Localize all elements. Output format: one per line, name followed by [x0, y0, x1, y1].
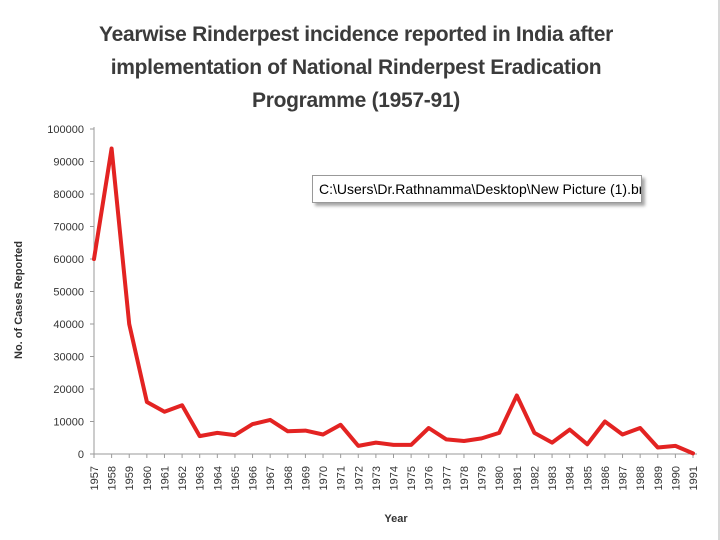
x-tick-label: 1961 — [159, 466, 171, 490]
y-tick-label: 30000 — [53, 352, 84, 364]
title-line-3: Programme (1957-91) — [252, 89, 460, 112]
x-tick-label: 1985 — [582, 466, 594, 490]
x-tick-label: 1982 — [529, 466, 541, 490]
y-tick-label: 80000 — [53, 189, 84, 201]
x-tick-label: 1958 — [107, 466, 119, 490]
x-tick-label: 1981 — [512, 466, 524, 490]
x-tick-label: 1962 — [177, 466, 189, 490]
y-tick-label: 70000 — [53, 222, 84, 234]
x-tick-label: 1974 — [389, 466, 401, 490]
line-chart: 0 10000 20000 30000 40000 50000 60000 70000 8000… — [13, 124, 700, 525]
x-tick-label: 1984 — [565, 466, 577, 490]
y-tick-label: 90000 — [53, 157, 84, 169]
x-tick-label: 1988 — [635, 466, 647, 490]
x-tick-label: 1987 — [618, 466, 630, 490]
x-tick-label: 1973 — [371, 466, 383, 490]
x-tick-label: 1965 — [230, 466, 242, 490]
x-tick-label: 1963 — [195, 466, 207, 490]
x-tick-label: 1964 — [212, 466, 224, 490]
x-tick-label: 1986 — [600, 466, 612, 490]
x-tick-label: 1983 — [547, 466, 559, 490]
y-tick-label: 10000 — [53, 417, 84, 429]
y-tick-label: 0 — [78, 449, 84, 461]
x-tick-label: 1967 — [265, 466, 277, 490]
y-tick-label: 100000 — [47, 124, 84, 136]
x-tick-label: 1959 — [124, 466, 136, 490]
x-tick-label: 1991 — [688, 466, 700, 490]
x-tick-label: 1977 — [441, 466, 453, 490]
x-tick-label: 1969 — [300, 466, 312, 490]
x-tick-label: 1978 — [459, 466, 471, 490]
y-tick-label: 40000 — [53, 319, 84, 331]
x-tick-label: 1971 — [336, 466, 348, 490]
x-tick-label: 1989 — [653, 466, 665, 490]
x-tick-label: 1980 — [494, 466, 506, 490]
y-axis-label: No. of Cases Reported — [13, 241, 25, 359]
x-tick-label: 1990 — [670, 466, 682, 490]
y-tick-label: 50000 — [53, 287, 84, 299]
x-tick-label: 1976 — [424, 466, 436, 490]
x-tick-label: 1979 — [477, 466, 489, 490]
x-tick-label: 1970 — [318, 466, 330, 490]
x-tick-label: 1957 — [89, 466, 101, 490]
x-axis-label: Year — [384, 513, 408, 525]
x-tick-label: 1968 — [283, 466, 295, 490]
chart-title: Yearwise Rinderpest incidence reported i… — [46, 18, 666, 117]
title-line-1: Yearwise Rinderpest incidence reported i… — [99, 23, 613, 46]
x-tick-label: 1966 — [248, 466, 260, 490]
x-tick-label: 1975 — [406, 466, 418, 490]
title-line-2: implementation of National Rinderpest Er… — [110, 56, 602, 79]
file-path-tooltip: C:\Users\Dr.Rathnamma\Desktop\New Pictur… — [312, 175, 642, 203]
y-tick-label: 20000 — [53, 384, 84, 396]
right-border — [718, 0, 720, 540]
y-tick-label: 60000 — [53, 254, 84, 266]
slide: Yearwise Rinderpest incidence reported i… — [6, 10, 710, 526]
x-tick-label: 1972 — [353, 466, 365, 490]
x-tick-label: 1960 — [142, 466, 154, 490]
